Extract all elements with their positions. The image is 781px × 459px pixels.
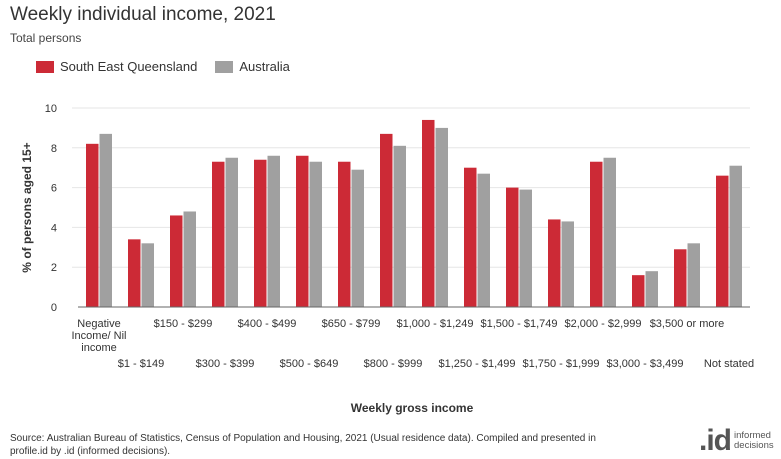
bar-seq-3	[212, 161, 225, 307]
bar-seq-14	[674, 249, 687, 307]
y-tick-label-2: 2	[51, 262, 57, 274]
x-tick-label-10: $1,500 - $1,749	[480, 318, 557, 330]
bar-seq-8	[422, 119, 435, 307]
x-tick-label-5: $500 - $649	[280, 358, 339, 370]
bar-seq-15	[716, 175, 729, 307]
y-tick-label-0: 0	[51, 302, 57, 314]
x-tick-label-14: $3,500 or more	[650, 318, 725, 330]
legend-label-australia: Australia	[239, 59, 290, 74]
bar-seq-11	[548, 219, 561, 307]
x-axis-title: Weekly gross income	[351, 401, 474, 415]
bar-seq-12	[590, 161, 603, 307]
logo-text: informed decisions	[734, 431, 774, 451]
x-tick-label-15: Not stated	[704, 358, 754, 370]
x-tick-label-12: $2,000 - $2,999	[564, 318, 641, 330]
legend-swatch-south-east-queensland	[36, 60, 54, 73]
x-tick-label-3: $300 - $399	[196, 358, 255, 370]
legend-item-south-east-queensland[interactable]: South East Queensland	[36, 59, 197, 74]
x-tick-label-11: $1,750 - $1,999	[522, 358, 599, 370]
source-line-2: profile.id by .id (informed decisions).	[10, 446, 171, 457]
bar-seq-0	[86, 143, 99, 307]
bar-aus-15	[729, 165, 742, 307]
bar-aus-3	[225, 157, 238, 307]
bar-aus-2	[183, 211, 196, 307]
x-tick-label-0: Negative Income/ Nil income	[71, 318, 126, 354]
bar-aus-14	[687, 243, 700, 307]
y-tick-label-4: 4	[51, 222, 57, 234]
bar-aus-12	[603, 157, 616, 307]
bar-seq-5	[296, 155, 309, 307]
bar-aus-8	[435, 127, 448, 308]
x-tick-label-8: $1,000 - $1,249	[396, 318, 473, 330]
bar-seq-13	[632, 275, 645, 307]
logo-text-line-1: informed	[734, 430, 771, 441]
x-tick-label-4: $400 - $499	[238, 318, 297, 330]
x-tick-label-7: $800 - $999	[364, 358, 423, 370]
informed-decisions-logo: .id informed decisions	[699, 426, 774, 456]
x-tick-label-6: $650 - $799	[322, 318, 381, 330]
bar-aus-1	[141, 243, 154, 307]
x-tick-label-9: $1,250 - $1,499	[438, 358, 515, 370]
bar-seq-1	[128, 239, 141, 307]
bar-aus-9	[477, 173, 490, 307]
y-axis-title: % of persons aged 15+	[20, 142, 34, 272]
bar-aus-6	[351, 169, 364, 307]
bar-seq-9	[464, 167, 477, 307]
logo-text-line-2: decisions	[734, 440, 774, 451]
x-tick-label-1: $1 - $149	[118, 358, 164, 370]
legend-item-australia[interactable]: Australia	[215, 59, 290, 74]
bar-aus-10	[519, 189, 532, 307]
bar-aus-4	[267, 155, 280, 307]
bar-seq-2	[170, 215, 183, 307]
chart-subtitle: Total persons	[10, 31, 82, 45]
bar-aus-7	[393, 145, 406, 307]
bar-aus-11	[561, 221, 574, 307]
bar-aus-13	[645, 271, 658, 307]
y-tick-label-8: 8	[51, 143, 57, 155]
source-line-1: Source: Australian Bureau of Statistics,…	[10, 433, 596, 444]
bar-seq-10	[506, 187, 519, 307]
chart-title: Weekly individual income, 2021	[10, 4, 276, 25]
logo-mark: .id	[699, 424, 732, 457]
y-tick-label-10: 10	[45, 103, 57, 115]
bar-seq-7	[380, 133, 393, 307]
x-tick-label-2: $150 - $299	[154, 318, 213, 330]
bar-aus-5	[309, 161, 322, 307]
source-note: Source: Australian Bureau of Statistics,…	[10, 432, 610, 458]
bar-aus-0	[99, 133, 112, 307]
legend-label-south-east-queensland: South East Queensland	[60, 59, 198, 74]
bar-seq-4	[254, 159, 267, 307]
legend: South East Queensland Australia	[36, 59, 308, 74]
legend-swatch-australia	[215, 60, 234, 73]
bar-seq-6	[338, 161, 351, 307]
y-tick-label-6: 6	[51, 183, 57, 195]
x-tick-label-13: $3,000 - $3,499	[606, 358, 683, 370]
